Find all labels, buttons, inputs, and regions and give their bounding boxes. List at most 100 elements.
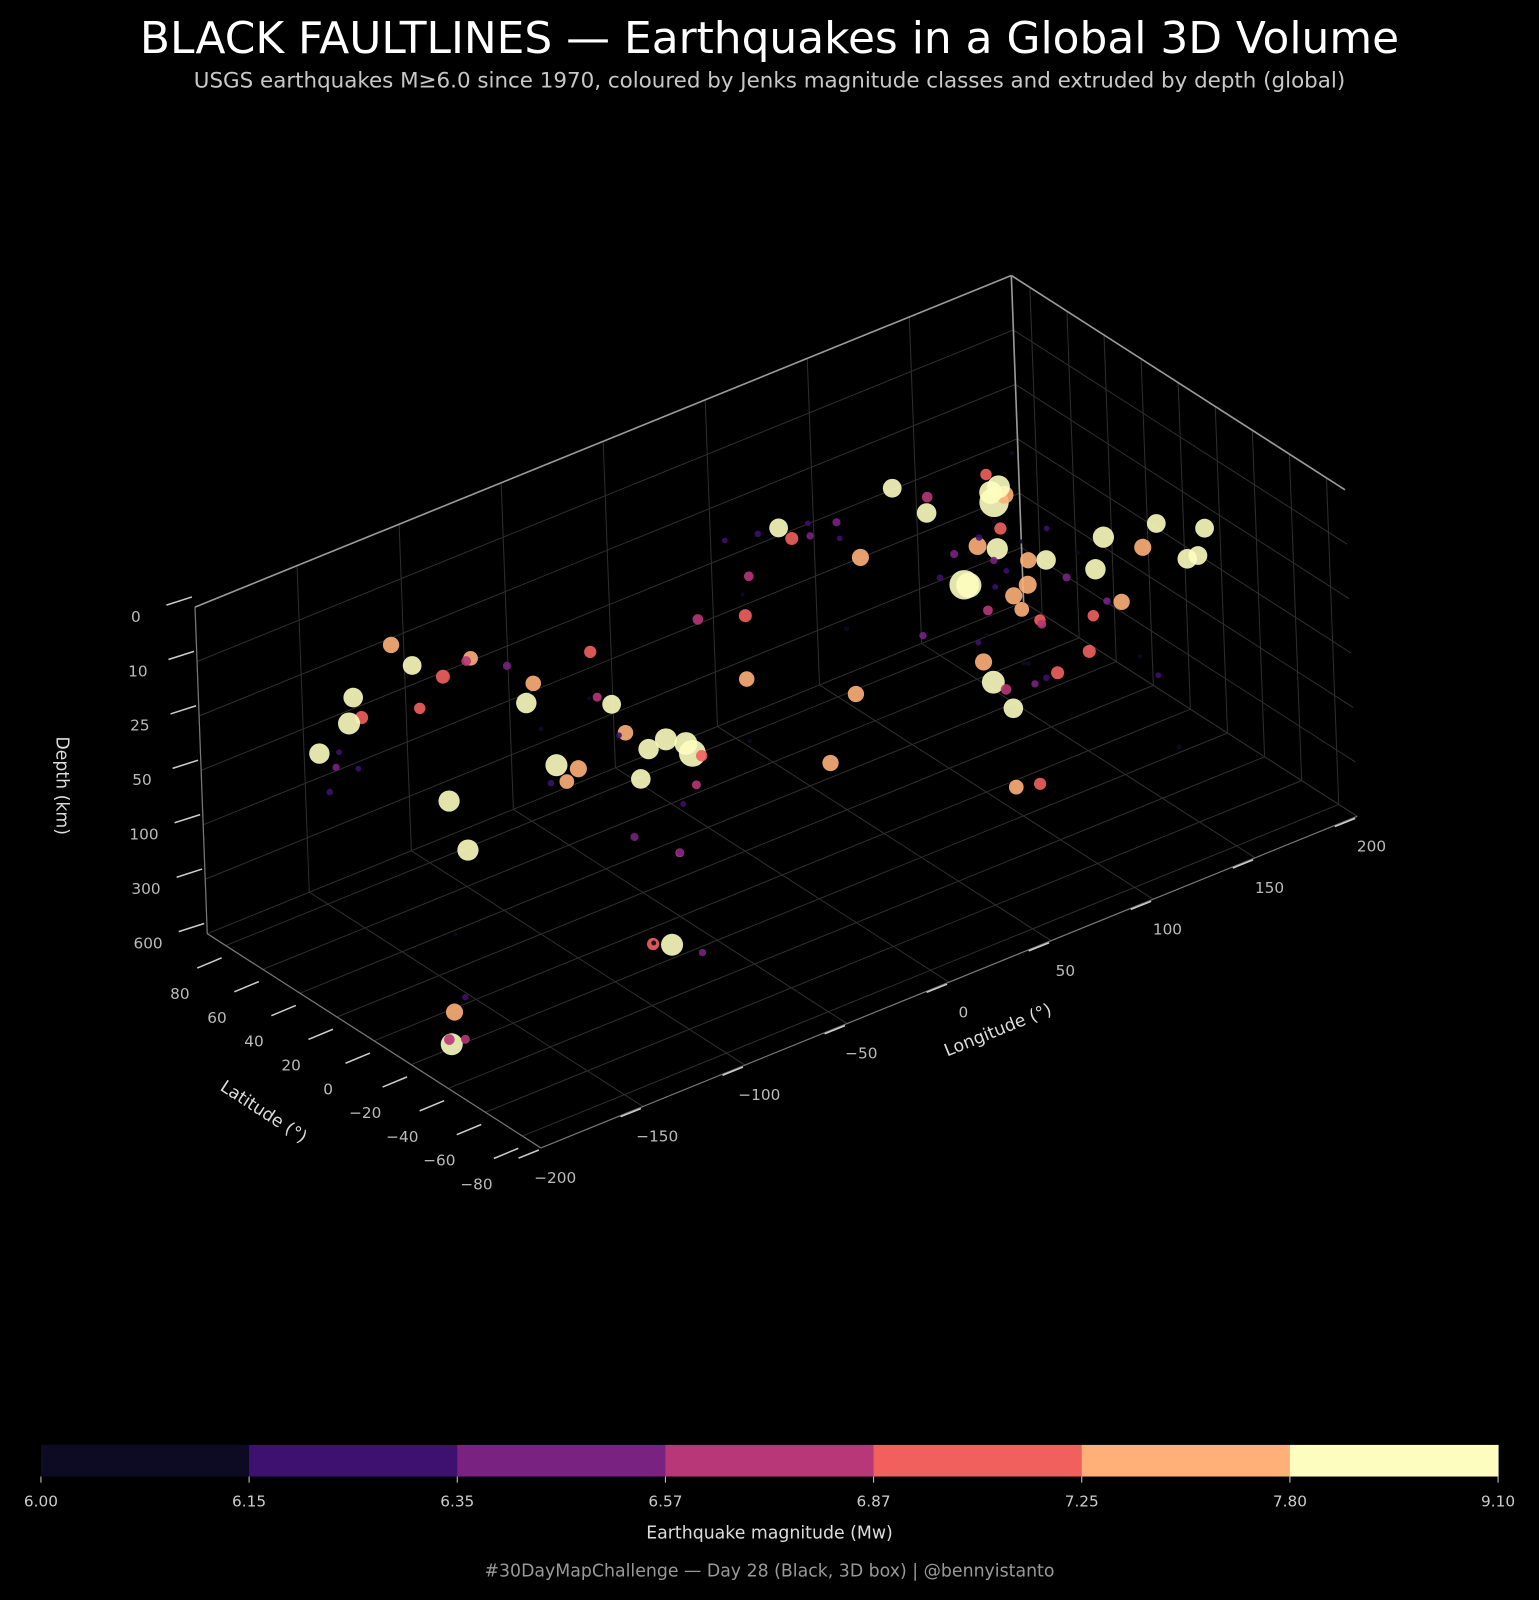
box-edge	[1010, 275, 1025, 603]
grid-line	[1017, 438, 1352, 654]
quake-point	[984, 633, 989, 638]
quake-point	[332, 763, 340, 772]
quake-point	[559, 774, 575, 789]
quake-point	[1043, 674, 1050, 682]
grid-line	[200, 438, 1018, 771]
grid-line	[262, 637, 1080, 970]
axis-line	[540, 815, 1358, 1149]
quake-point	[584, 645, 597, 658]
colorbar-label: Earthquake magnitude (Mw)	[646, 1524, 893, 1544]
quake-point	[1020, 552, 1037, 569]
y-tick-label: 40	[244, 1033, 263, 1051]
tick-mark	[1028, 942, 1050, 952]
quake-point	[991, 518, 997, 524]
quake-point	[502, 661, 512, 670]
quake-point	[1034, 777, 1047, 790]
tick-mark	[493, 1147, 519, 1160]
quake-point	[983, 605, 993, 616]
colorbar-segment	[1289, 1444, 1499, 1477]
quake-point	[616, 732, 622, 739]
y-tick-label: 0	[323, 1080, 333, 1098]
tick-mark	[174, 813, 201, 824]
quake-point	[743, 571, 754, 582]
x-tick-label: 150	[1255, 879, 1284, 897]
quake-point	[435, 669, 450, 684]
quake-point	[1043, 525, 1050, 532]
quake-point	[547, 779, 555, 787]
quake-point	[631, 769, 651, 789]
quake-point	[981, 670, 1005, 694]
quake-point	[661, 933, 684, 956]
quake-point	[832, 518, 841, 527]
grid-line	[1013, 329, 1348, 545]
quake-point	[1019, 539, 1024, 544]
quake-point	[1075, 550, 1080, 555]
quake-point	[990, 556, 998, 565]
chart-title: BLACK FAULTLINES — Earthquakes in a Glob…	[140, 13, 1399, 64]
quake-point	[769, 518, 788, 538]
x-tick-label: 100	[1153, 920, 1182, 938]
tick-mark	[620, 1107, 642, 1118]
quake-point	[721, 537, 728, 544]
quake-point	[1036, 550, 1056, 570]
quake-point	[1009, 450, 1015, 456]
quake-point	[980, 468, 992, 481]
colorbar-tick-label: 6.87	[857, 1493, 891, 1511]
tick-mark	[926, 983, 948, 994]
grid-line	[207, 601, 1024, 935]
quake-point	[882, 478, 902, 498]
quake-point	[738, 671, 755, 687]
quake-point	[785, 531, 799, 546]
quake-point	[338, 712, 361, 735]
quake-point	[445, 1003, 464, 1021]
x-tick-label: 200	[1357, 837, 1386, 855]
quake-point	[844, 626, 850, 632]
quake-point	[592, 692, 602, 702]
quake-point	[975, 534, 983, 541]
quake-point	[309, 743, 330, 764]
quake-point	[956, 572, 982, 598]
tick-mark	[176, 868, 203, 878]
quake-point	[676, 848, 684, 857]
y-tick-label: −80	[460, 1176, 492, 1194]
quake-point	[1021, 660, 1026, 666]
colorbar-tick-label: 9.10	[1481, 1493, 1515, 1511]
colorbar-tick-label: 7.25	[1065, 1493, 1099, 1511]
quake-point	[822, 754, 839, 772]
z-tick-label: 100	[129, 826, 158, 844]
tick-mark	[1130, 900, 1152, 911]
quake-point	[545, 754, 568, 777]
chart-subtitle: USGS earthquakes M≥6.0 since 1970, colou…	[194, 69, 1345, 94]
z-tick-label: 600	[133, 934, 162, 952]
quake-point	[569, 760, 587, 778]
z-axis-label: Depth (km)	[51, 736, 71, 835]
quake-point	[1014, 602, 1030, 617]
quake-point	[1031, 680, 1039, 688]
tick-mark	[456, 1123, 482, 1136]
z-tick-label: 50	[132, 771, 151, 789]
quake-point	[754, 530, 762, 538]
colorbar-segment	[1081, 1444, 1291, 1477]
quake-point	[651, 940, 657, 946]
quake-point	[461, 656, 472, 666]
quake-point	[674, 732, 698, 755]
tick-mark	[1232, 859, 1254, 869]
quake-point	[414, 702, 426, 715]
grid-line	[373, 708, 1191, 1042]
grid-line	[336, 684, 1154, 1018]
quake-point	[1087, 609, 1099, 622]
quake-point	[462, 993, 469, 1001]
tick-mark	[166, 596, 193, 606]
quake-point	[696, 750, 708, 762]
quake-point	[638, 738, 659, 760]
quake-point	[747, 739, 752, 744]
z-tick-label: 0	[131, 608, 141, 626]
quake-point	[1085, 559, 1106, 580]
quake-point	[851, 548, 869, 566]
x-tick-label: 0	[959, 1003, 969, 1021]
quake-point	[516, 692, 537, 714]
quake-point	[1113, 593, 1130, 611]
